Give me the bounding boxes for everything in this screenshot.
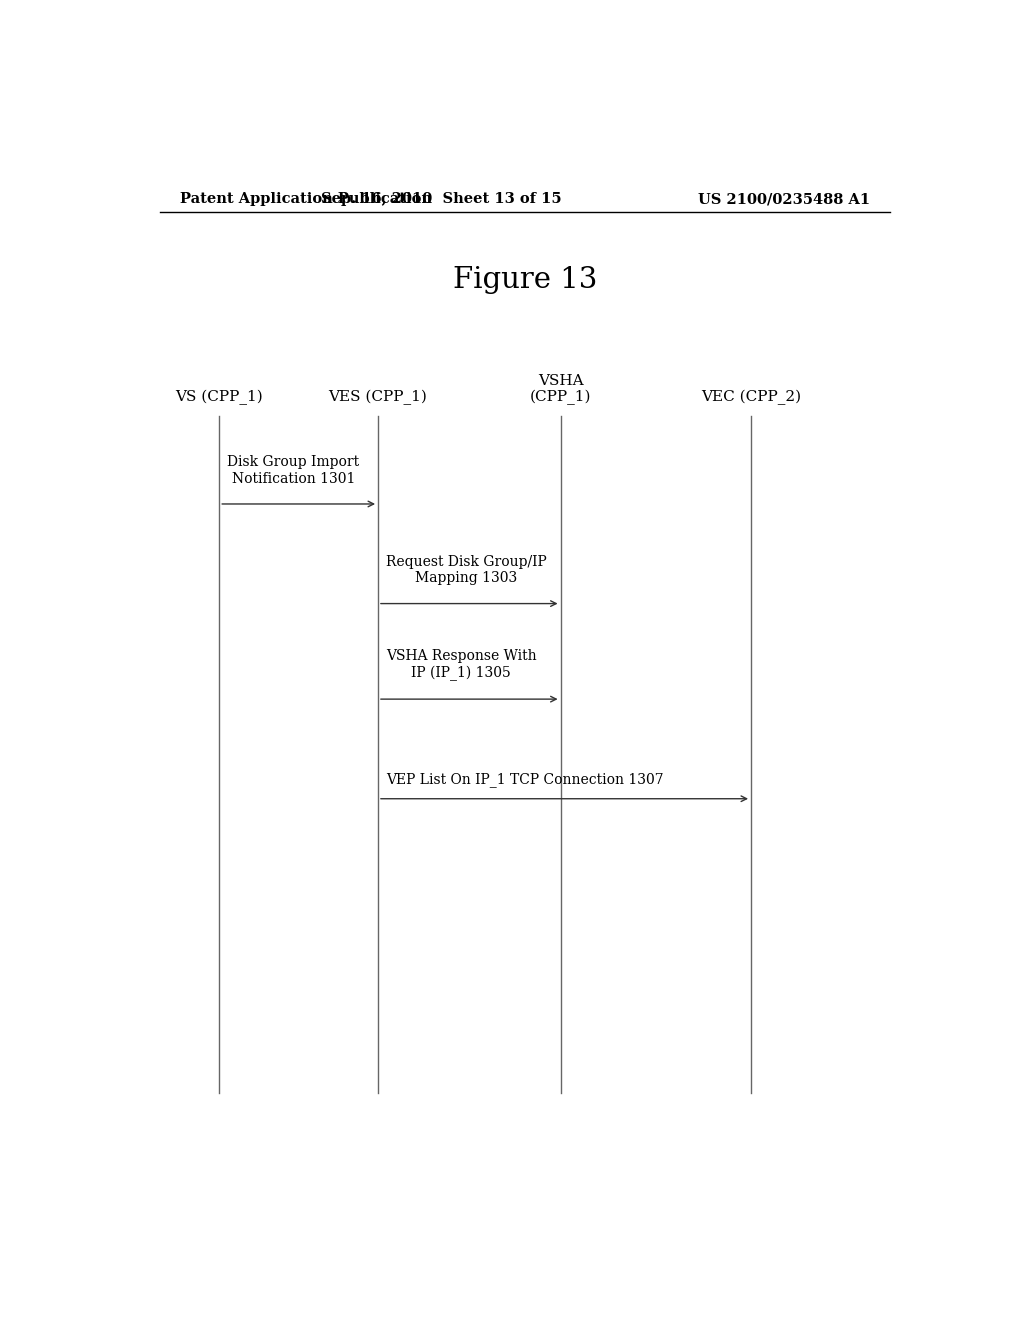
Text: US 2100/0235488 A1: US 2100/0235488 A1: [698, 191, 870, 206]
Text: VEC (CPP_2): VEC (CPP_2): [700, 391, 801, 405]
Text: VSHA Response With
IP (IP_1) 1305: VSHA Response With IP (IP_1) 1305: [386, 649, 537, 681]
Text: VEP List On IP_1 TCP Connection 1307: VEP List On IP_1 TCP Connection 1307: [386, 772, 664, 787]
Text: VES (CPP_1): VES (CPP_1): [329, 391, 427, 405]
Text: Figure 13: Figure 13: [453, 267, 597, 294]
Text: Patent Application Publication: Patent Application Publication: [179, 191, 431, 206]
Text: VSHA
(CPP_1): VSHA (CPP_1): [529, 374, 591, 405]
Text: Request Disk Group/IP
Mapping 1303: Request Disk Group/IP Mapping 1303: [386, 556, 547, 585]
Text: Disk Group Import
Notification 1301: Disk Group Import Notification 1301: [227, 455, 359, 486]
Text: Sep. 16, 2010  Sheet 13 of 15: Sep. 16, 2010 Sheet 13 of 15: [322, 191, 562, 206]
Text: VS (CPP_1): VS (CPP_1): [175, 391, 263, 405]
